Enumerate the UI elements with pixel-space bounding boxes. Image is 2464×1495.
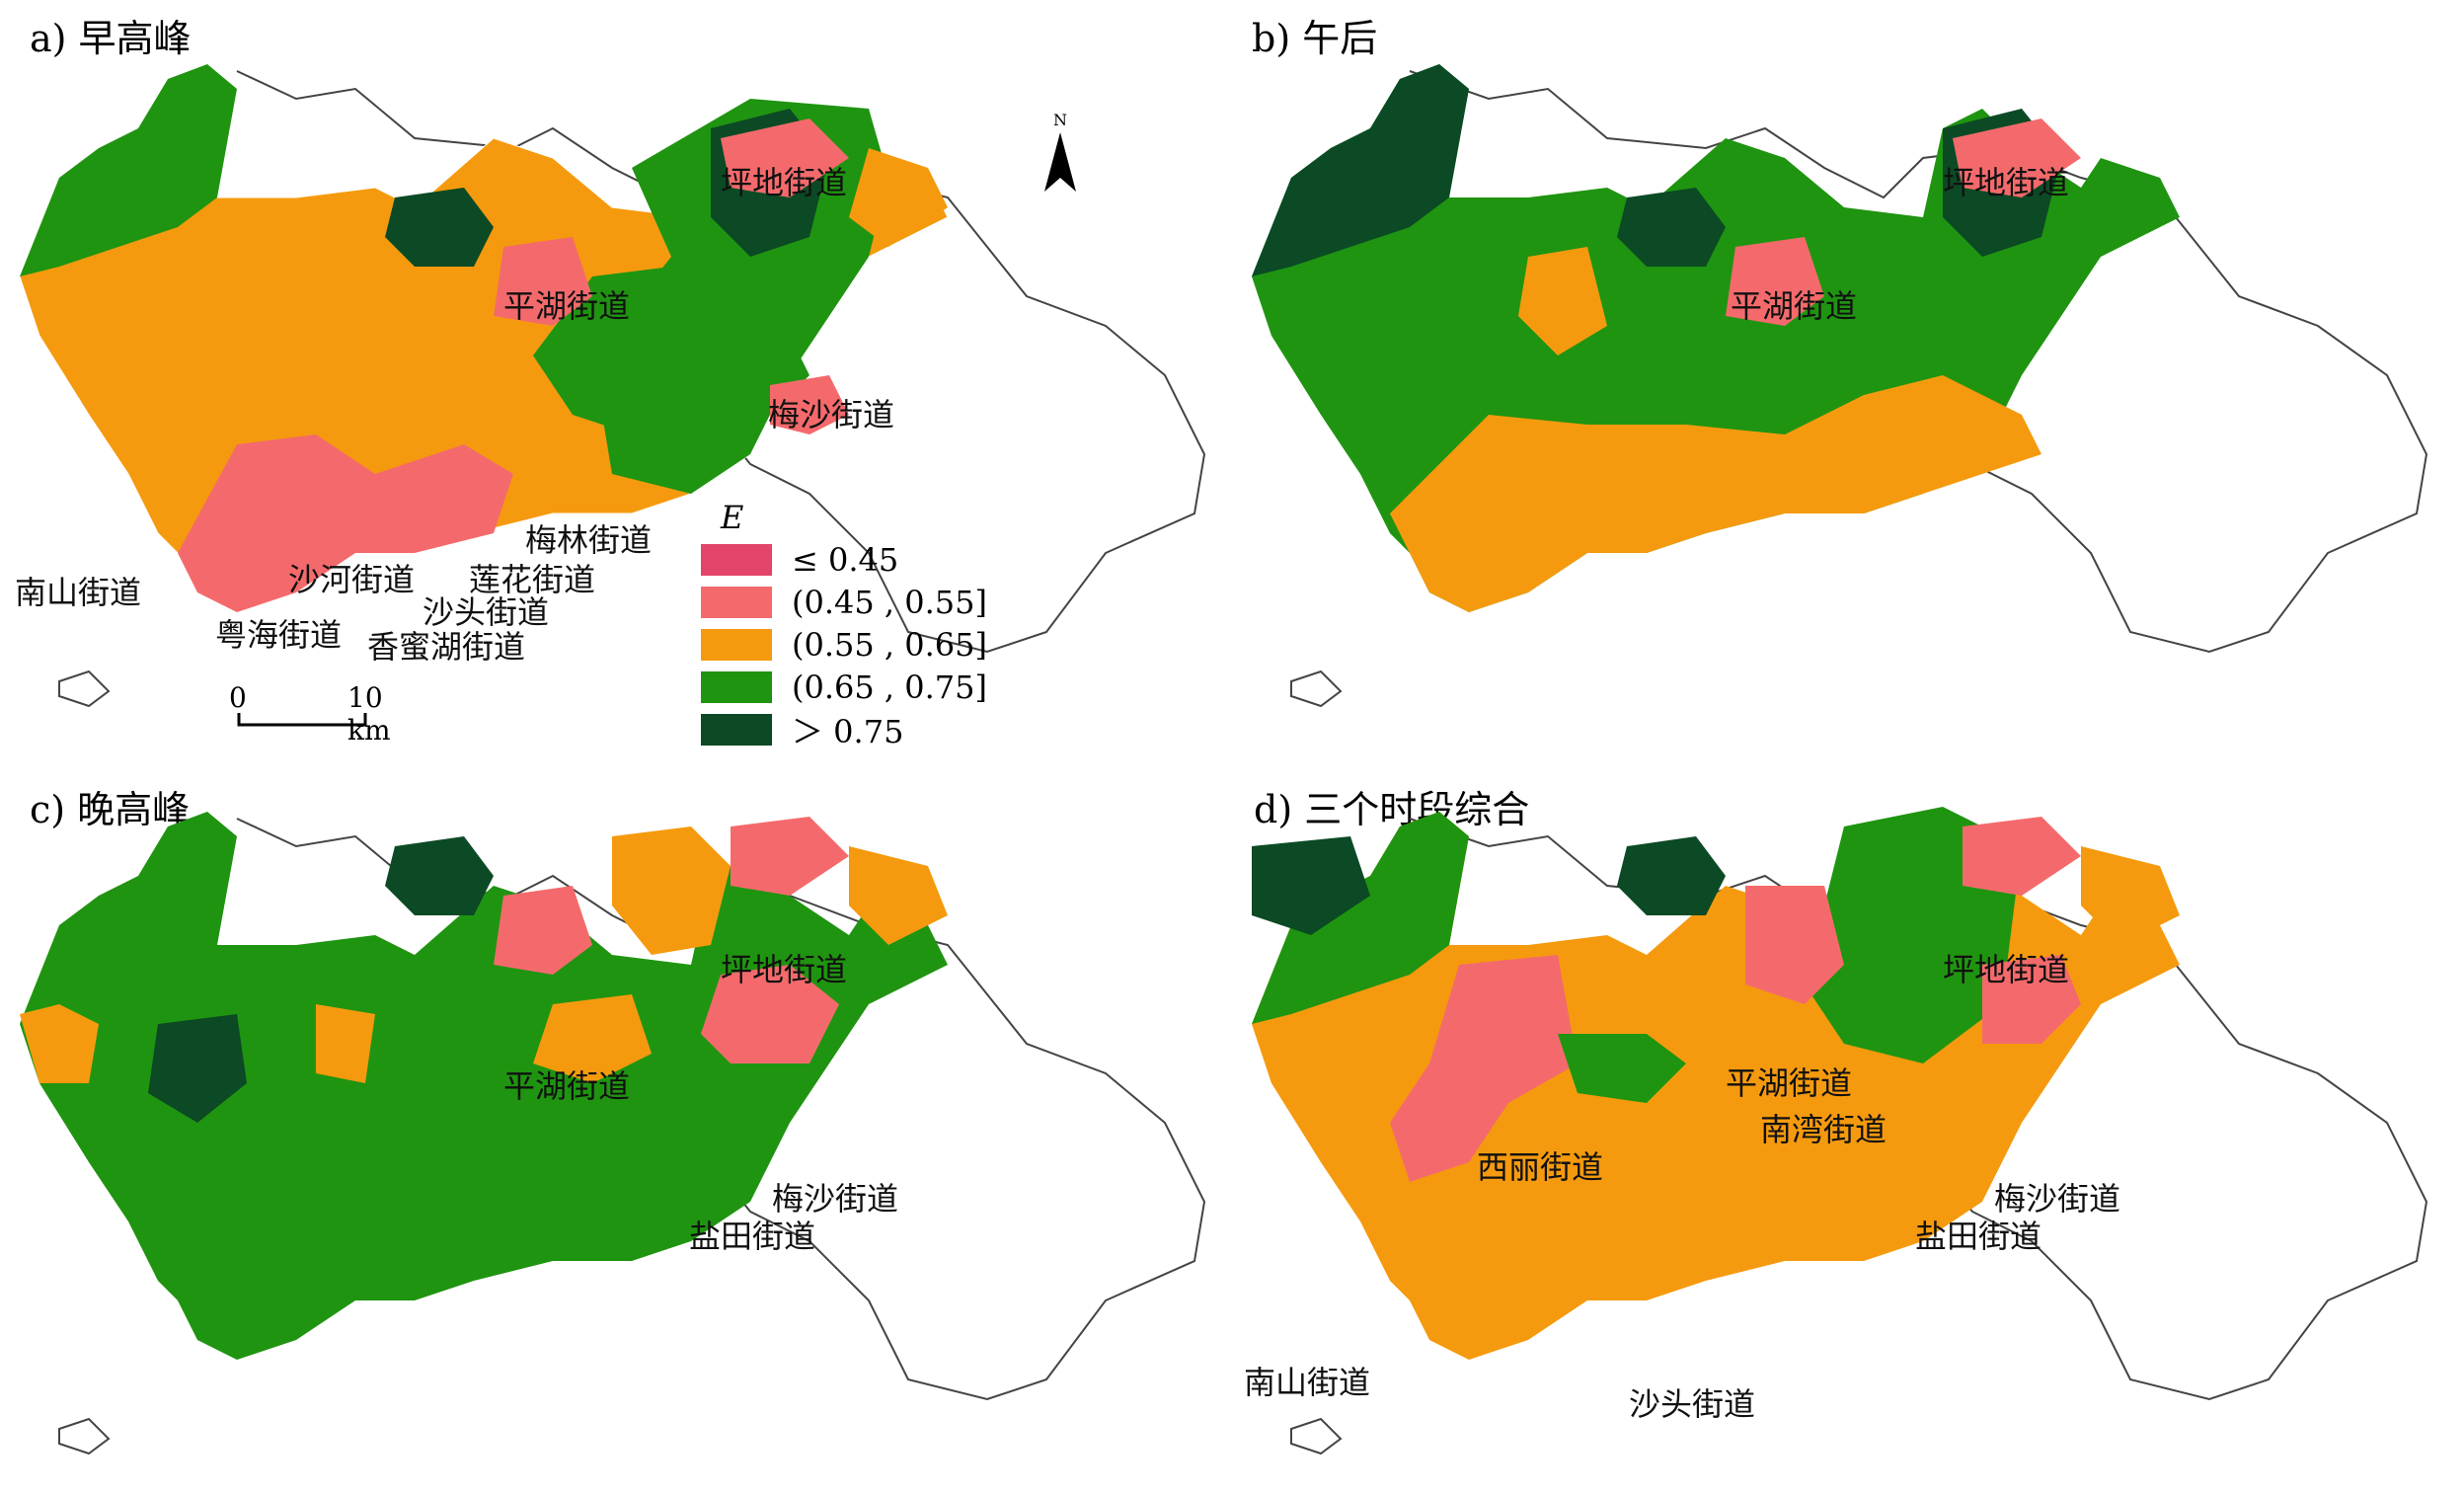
scale-start: 0 xyxy=(229,681,247,714)
legend-swatch xyxy=(701,543,772,576)
street-label: 坪地街道 xyxy=(1943,951,2070,988)
district-map xyxy=(19,63,1206,708)
legend-swatch xyxy=(701,670,772,703)
street-label: 梅林街道 xyxy=(525,521,653,559)
map-panel-a: a) 早高峰 坪地街道 平湖街道 梅沙街道 梅林街道 莲花街道 沙河街道 沙头街… xyxy=(0,0,1232,750)
street-label: 坪地街道 xyxy=(721,951,848,988)
district-map xyxy=(1252,64,2428,708)
legend-swatch xyxy=(701,713,772,746)
legend-swatch xyxy=(701,586,772,618)
street-label: 粤海街道 xyxy=(215,616,343,654)
street-label: 平湖街道 xyxy=(1731,287,1858,325)
legend-item: (0.65 , 0.75] xyxy=(701,666,997,708)
street-label: 香蜜湖街道 xyxy=(367,628,526,666)
legend-label: (0.45 , 0.55] xyxy=(792,583,987,621)
street-label: 南山街道 xyxy=(15,574,142,611)
panel-title: c) 晚高峰 xyxy=(30,788,191,831)
street-label: 梅沙街道 xyxy=(1994,1180,2121,1218)
legend-swatch xyxy=(701,628,772,661)
street-label: 梅沙街道 xyxy=(768,396,895,433)
legend-label: ≤ 0.45 xyxy=(792,540,899,579)
panel-title: d) 三个时段综合 xyxy=(1254,788,1530,831)
district-map xyxy=(1252,807,2428,1456)
legend: E ≤ 0.45 (0.45 , 0.55] (0.55 , 0.65] (0.… xyxy=(701,499,997,750)
street-label: 梅沙街道 xyxy=(772,1180,899,1218)
panel-title: b) 午后 xyxy=(1252,17,1378,60)
map-panel-c: c) 晚高峰 坪地街道 平湖街道 梅沙街道 盐田街道 xyxy=(0,748,1232,1495)
legend-label: (0.65 , 0.75] xyxy=(792,668,987,706)
street-label: 莲花街道 xyxy=(469,561,596,598)
scale-end: 10 km xyxy=(347,681,391,747)
panel-title: a) 早高峰 xyxy=(30,17,192,60)
street-label: 坪地街道 xyxy=(721,164,848,201)
street-label: 盐田街道 xyxy=(1915,1218,2042,1255)
north-arrow-shape xyxy=(1044,132,1076,192)
street-label: 沙头街道 xyxy=(423,593,550,631)
map-panel-d: d) 三个时段综合 坪地街道 平湖街道 南湾街道 西丽街道 梅沙街道 盐田街道 … xyxy=(1232,748,2464,1495)
street-label: 平湖街道 xyxy=(503,287,631,325)
legend-item: ≤ 0.45 xyxy=(701,538,997,581)
legend-title: E xyxy=(721,499,744,536)
street-label: 沙河街道 xyxy=(288,561,416,598)
scale-bar: 0 10 km xyxy=(229,681,391,747)
legend-item: (0.45 , 0.55] xyxy=(701,581,997,623)
district-map xyxy=(20,812,1206,1456)
street-label: 南湾街道 xyxy=(1760,1111,1887,1148)
legend-item: (0.55 , 0.65] xyxy=(701,623,997,666)
street-label: 平湖街道 xyxy=(503,1067,631,1105)
street-label: 盐田街道 xyxy=(689,1218,816,1255)
street-label: 西丽街道 xyxy=(1477,1148,1604,1186)
north-label: N xyxy=(1053,111,1067,129)
street-label: 沙头街道 xyxy=(1629,1385,1756,1423)
street-label: 坪地街道 xyxy=(1943,164,2070,201)
legend-label: ＞ 0.75 xyxy=(792,712,904,750)
north-arrow-icon: N xyxy=(1040,111,1080,196)
map-panel-b: b) 午后 坪地街道 平湖街道 xyxy=(1232,0,2464,748)
legend-label: (0.55 , 0.65] xyxy=(792,625,987,664)
street-label: 南山街道 xyxy=(1244,1364,1371,1401)
street-label: 平湖街道 xyxy=(1726,1064,1853,1102)
scale-line xyxy=(237,713,367,727)
legend-item: ＞ 0.75 xyxy=(701,708,997,750)
